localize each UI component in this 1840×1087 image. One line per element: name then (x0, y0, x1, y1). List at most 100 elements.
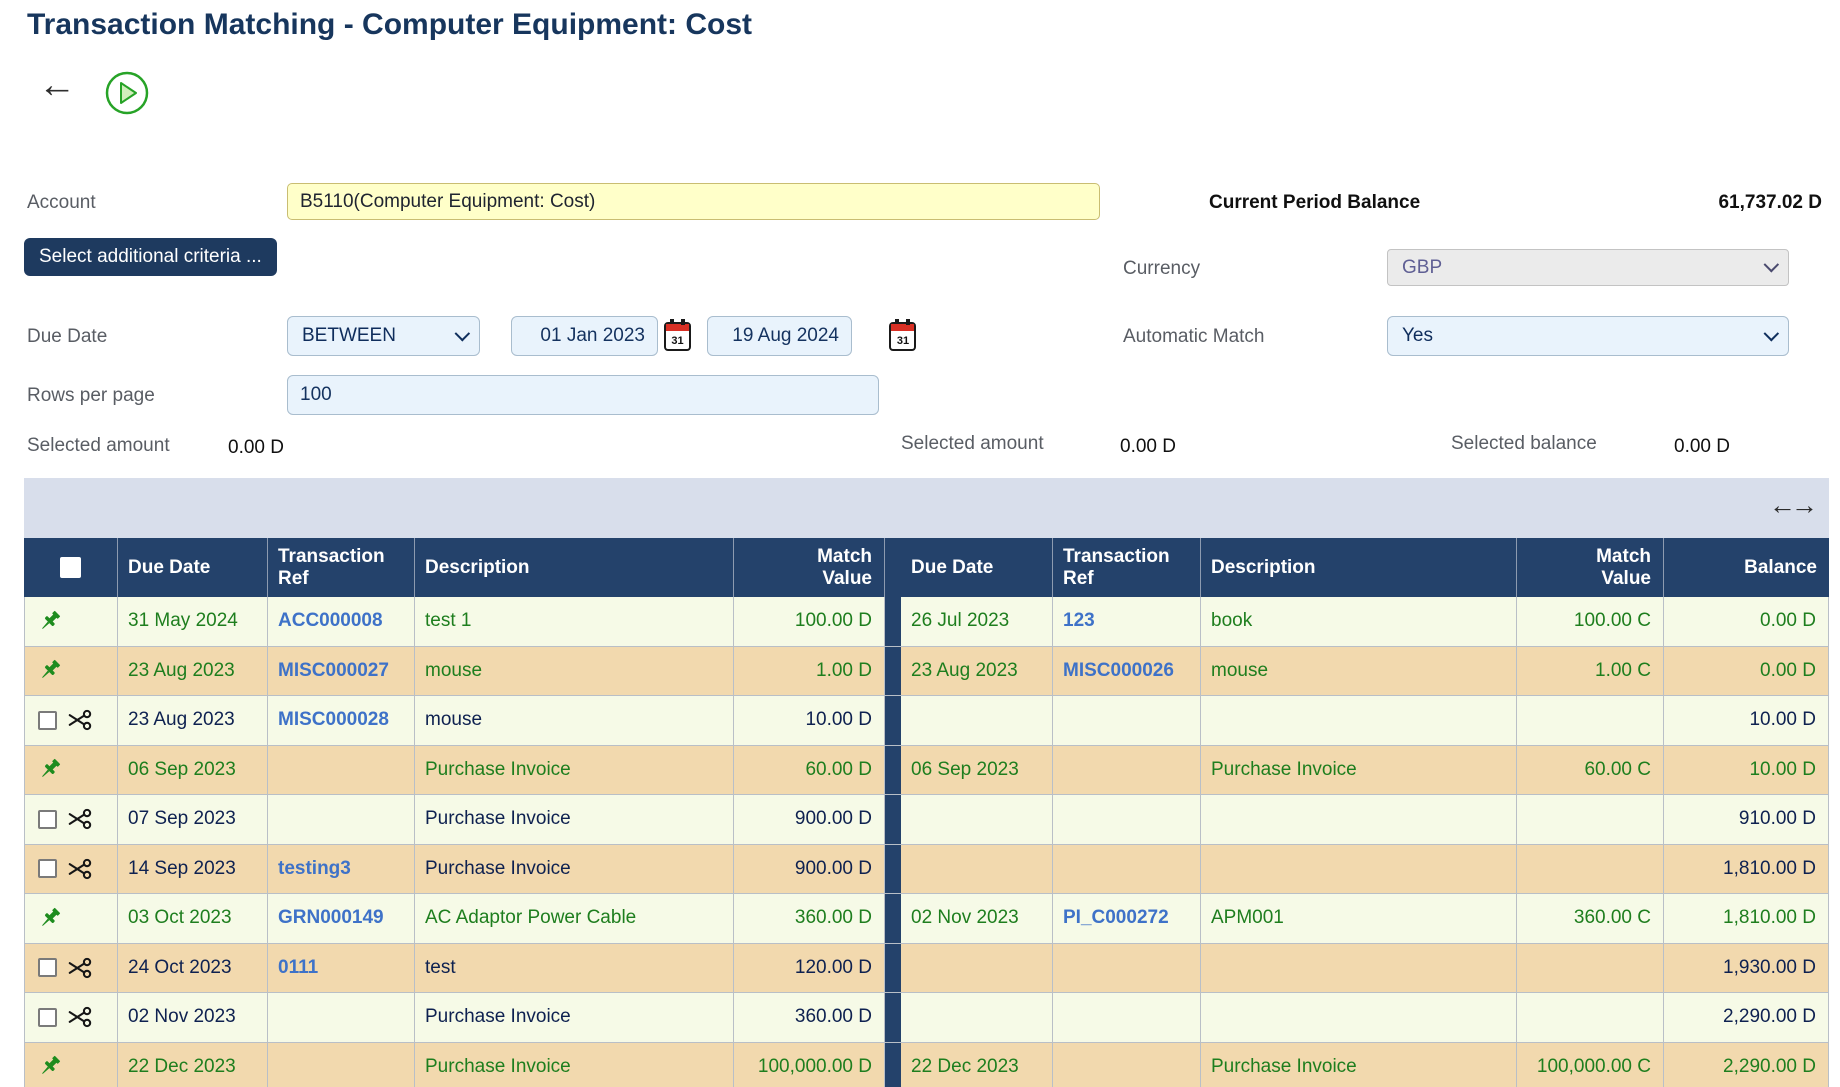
match-value-cell (1517, 795, 1664, 844)
column-header-transaction-ref[interactable]: Transaction Ref (268, 538, 415, 597)
due-date-operator-value: BETWEEN (302, 325, 396, 346)
split-icon[interactable] (67, 856, 93, 882)
due-date-cell: 03 Oct 2023 (118, 894, 268, 943)
row-select-cell (24, 1042, 118, 1087)
row-checkbox[interactable] (38, 958, 57, 978)
transaction-ref-link[interactable]: GRN000149 (278, 907, 384, 929)
automatic-match-label: Automatic Match (1123, 326, 1265, 347)
rows-per-page-label: Rows per page (27, 385, 155, 406)
selected-balance-label: Selected balance (1451, 433, 1597, 454)
row-select-cell (24, 993, 118, 1042)
split-icon[interactable] (67, 707, 93, 733)
due-date-to-input[interactable]: 19 Aug 2024 (707, 316, 852, 356)
transaction-ref-link[interactable]: MISC000026 (1063, 659, 1174, 681)
transaction-ref-cell (1053, 696, 1201, 745)
calendar-icon-day: 31 (896, 335, 910, 347)
row-checkbox[interactable] (38, 710, 57, 730)
due-date-cell (901, 943, 1053, 992)
match-value-cell: 360.00 D (734, 993, 885, 1042)
transaction-ref-cell: MISC000028 (268, 696, 415, 745)
column-header-balance[interactable]: Balance (1744, 556, 1817, 578)
rows-per-page-value: 100 (300, 384, 332, 405)
row-checkbox[interactable] (38, 1007, 57, 1027)
account-input[interactable]: B5110(Computer Equipment: Cost) (287, 183, 1100, 220)
selected-balance-value: 0.00 D (1674, 436, 1730, 457)
due-date-cell (901, 844, 1053, 893)
balance-cell: 2,290.00 D (1664, 993, 1829, 1042)
table-divider (885, 993, 901, 1042)
split-icon[interactable] (67, 806, 93, 832)
row-checkbox[interactable] (38, 809, 57, 829)
transaction-ref-cell (1053, 993, 1201, 1042)
transaction-ref-cell (1053, 844, 1201, 893)
row-checkbox[interactable] (38, 859, 57, 879)
column-header-transaction-ref[interactable]: Transaction Ref (1053, 538, 1201, 597)
chevron-down-icon (1763, 256, 1780, 273)
select-additional-criteria-button[interactable]: Select additional criteria ... (24, 238, 277, 276)
transaction-ref-link[interactable]: MISC000028 (278, 709, 389, 731)
calendar-icon-day: 31 (671, 335, 684, 347)
due-date-operator-select[interactable]: BETWEEN (287, 316, 480, 356)
rows-per-page-input[interactable]: 100 (287, 375, 879, 415)
transaction-ref-link[interactable]: testing3 (278, 857, 351, 879)
split-icon[interactable] (67, 1004, 93, 1030)
column-header-due-date[interactable]: Due Date (118, 538, 268, 597)
column-header-description[interactable]: Description (415, 538, 734, 597)
selected-amount-value: 0.00 D (1120, 436, 1176, 457)
pin-icon[interactable] (38, 1054, 63, 1079)
column-header-description[interactable]: Description (1201, 538, 1517, 597)
due-date-cell: 22 Dec 2023 (118, 1042, 268, 1087)
due-date-from-input[interactable]: 01 Jan 2023 (511, 316, 658, 356)
automatic-match-select[interactable]: Yes (1387, 316, 1789, 356)
description-cell: Purchase Invoice (415, 993, 734, 1042)
transaction-ref-link[interactable]: 123 (1063, 610, 1095, 632)
transaction-ref-cell: MISC000027 (268, 646, 415, 695)
due-date-cell: 22 Dec 2023 (901, 1042, 1053, 1087)
match-value-cell (1517, 844, 1664, 893)
column-header-match-value[interactable]: Match Value (734, 538, 885, 597)
match-value-cell: 10.00 D (734, 696, 885, 745)
pin-icon[interactable] (38, 658, 63, 683)
description-cell: mouse (1201, 646, 1517, 695)
due-date-cell: 23 Aug 2023 (118, 696, 268, 745)
calendar-icon[interactable]: 31 (889, 319, 917, 351)
row-select-cell (24, 646, 118, 695)
table-divider (885, 795, 901, 844)
column-header-match-value[interactable]: Match Value (1517, 538, 1664, 597)
match-value-cell: 900.00 D (734, 795, 885, 844)
split-icon[interactable] (67, 955, 93, 981)
transaction-ref-link[interactable]: PI_C000272 (1063, 907, 1169, 929)
match-value-cell: 60.00 D (734, 745, 885, 794)
description-cell (1201, 844, 1517, 893)
select-all-cell (24, 538, 118, 597)
table-divider (885, 894, 901, 943)
pin-icon[interactable] (38, 906, 63, 931)
back-button[interactable]: ← (38, 66, 76, 104)
match-value-cell: 900.00 D (734, 844, 885, 893)
transaction-ref-cell (268, 745, 415, 794)
transaction-ref-link[interactable]: MISC000027 (278, 659, 389, 681)
due-date-cell: 23 Aug 2023 (901, 646, 1053, 695)
account-value: B5110(Computer Equipment: Cost) (300, 190, 596, 212)
calendar-icon[interactable]: 31 (664, 319, 691, 351)
transaction-ref-cell (268, 795, 415, 844)
expand-columns-icon[interactable]: ←→ (1769, 490, 1818, 520)
page-title: Transaction Matching - Computer Equipmen… (27, 8, 753, 41)
table-divider (885, 943, 901, 992)
row-select-cell (24, 597, 118, 646)
balance-cell: 10.00 D (1664, 745, 1829, 794)
run-match-button[interactable] (104, 70, 150, 121)
pin-icon[interactable] (38, 609, 63, 634)
transaction-ref-cell (1053, 1042, 1201, 1087)
matching-table: ←→ Due Date Transaction Ref Description … (24, 478, 1829, 1087)
transaction-ref-link[interactable]: 0111 (278, 956, 319, 978)
select-all-checkbox[interactable] (60, 557, 81, 578)
column-header-due-date[interactable]: Due Date (901, 538, 1053, 597)
due-date-from-value: 01 Jan 2023 (540, 325, 645, 346)
pin-icon[interactable] (38, 757, 63, 782)
due-date-cell: 06 Sep 2023 (118, 745, 268, 794)
table-divider (885, 745, 901, 794)
currency-select[interactable]: GBP (1387, 249, 1789, 286)
transaction-ref-link[interactable]: ACC000008 (278, 610, 383, 632)
